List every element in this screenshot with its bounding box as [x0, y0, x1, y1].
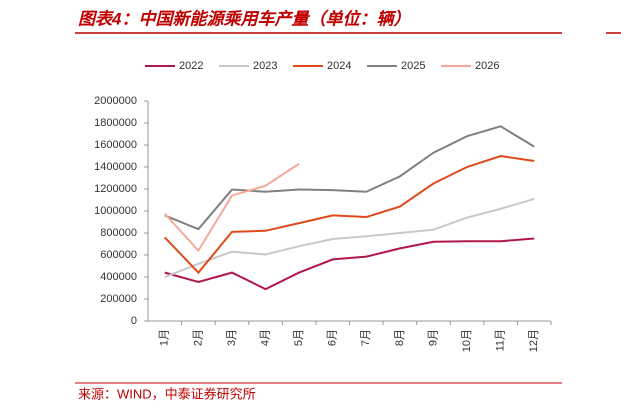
source: 来源：WIND，中泰证券研究所: [78, 386, 256, 401]
x-tick-label: 3月: [226, 329, 238, 346]
legend-label: 2022: [179, 60, 203, 72]
y-tick-label: 1200000: [94, 183, 137, 195]
y-tick-label: 200000: [100, 293, 137, 305]
legend-label: 2023: [253, 60, 277, 72]
series-line: [164, 154, 535, 275]
x-tick-label: 10月: [461, 329, 473, 352]
series-line: [164, 125, 535, 231]
x-tick-label: 8月: [394, 329, 406, 346]
y-tick-label: 1600000: [94, 139, 137, 151]
y-tick-label: 0: [131, 315, 137, 327]
legend-label: 2025: [401, 60, 425, 72]
y-tick-label: 600000: [100, 249, 137, 261]
series-line: [164, 237, 535, 291]
y-tick-label: 1000000: [94, 205, 137, 217]
x-tick-label: 4月: [259, 329, 271, 346]
y-tick-label: 2000000: [94, 95, 137, 107]
legend-label: 2026: [475, 60, 499, 72]
series-line: [164, 162, 300, 253]
chart-title: 图表4：中国新能源乘用车产量（单位：辆）: [78, 9, 410, 28]
y-tick-label: 1400000: [94, 161, 137, 173]
x-tick-label: 2月: [192, 329, 204, 346]
x-tick-label: 12月: [528, 329, 540, 352]
x-tick-label: 11月: [495, 329, 507, 351]
y-tick-label: 400000: [100, 271, 137, 283]
series-line: [164, 197, 535, 278]
x-tick-label: 5月: [293, 329, 305, 346]
x-tick-label: 6月: [327, 329, 339, 346]
x-tick-label: 1月: [159, 329, 171, 346]
y-tick-label: 1800000: [94, 117, 137, 129]
legend-label: 2024: [327, 60, 351, 72]
x-tick-label: 7月: [360, 329, 372, 346]
y-tick-label: 800000: [100, 227, 137, 239]
x-tick-label: 9月: [427, 329, 439, 346]
